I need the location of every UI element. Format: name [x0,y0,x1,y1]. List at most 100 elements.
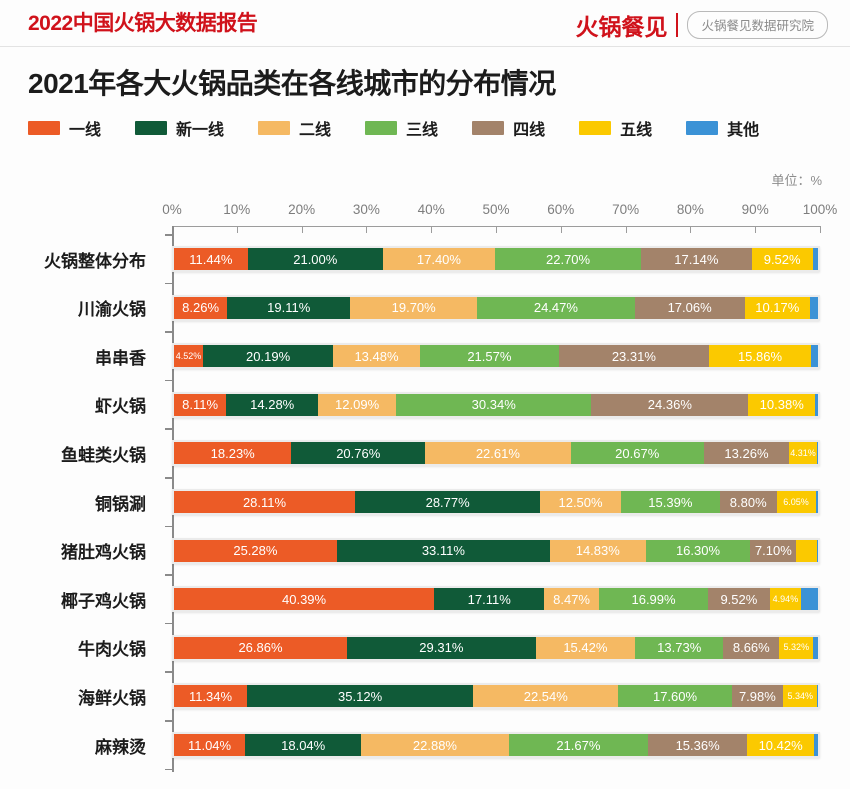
bar-segment-五线[interactable]: 4.31% [789,442,817,465]
bar-segment-一线[interactable]: 28.11% [174,491,356,513]
bar-segment-三线[interactable]: 13.73% [635,636,724,659]
bar-segment-五线[interactable]: 5.34% [783,685,818,708]
bar-segment-四线[interactable]: 17.14% [641,248,752,270]
bar-segment-一线[interactable]: 26.86% [174,636,347,659]
bar-segment-五线[interactable]: 10.38% [748,393,816,416]
bar-segment-新一线[interactable]: 28.77% [355,491,541,513]
bar-segment-四线[interactable]: 24.36% [591,393,749,416]
bar-segment-四线[interactable]: 15.36% [648,734,748,756]
bar-segment-其他[interactable] [811,345,818,368]
stacked-bar[interactable]: 11.34% 35.12% 22.54% 17.60% 7.98% 5.34% [174,685,818,708]
stacked-bar[interactable]: 8.11% 14.28% 12.09% 30.34% 24.36% 10.38% [174,393,818,416]
bar-segment-其他[interactable] [817,685,818,708]
bar-segment-二线[interactable]: 14.83% [550,539,646,562]
bar-segment-一线[interactable]: 25.28% [174,539,337,562]
bar-segment-其他[interactable] [815,491,818,513]
chart-row: 海鲜火锅 11.34% 35.12% 22.54% 17.60% 7.98% 5.34% [0,683,850,710]
legend-item-五线[interactable]: 五线 [579,116,652,140]
bar-segment-五线[interactable]: 5.32% [779,636,814,659]
bar-segment-一线[interactable]: 4.52% [174,345,204,368]
bar-segment-value: 13.48% [354,348,399,364]
stacked-bar[interactable]: 8.26% 19.11% 19.70% 24.47% 17.06% 10.17% [174,296,818,319]
bar-segment-新一线[interactable]: 17.11% [434,588,545,611]
bar-segment-其他[interactable] [816,442,818,465]
bar-segment-其他[interactable] [813,636,818,659]
bar-segment-二线[interactable]: 13.48% [333,345,420,368]
bar-segment-新一线[interactable]: 20.76% [291,442,426,465]
bar-segment-其他[interactable] [801,588,818,611]
bar-segment-value: 24.47% [533,300,578,316]
bar-segment-五线[interactable]: 6.05% [776,491,816,513]
stacked-bar[interactable]: 11.44% 21.00% 17.40% 22.70% 17.14% 9.52% [174,248,818,270]
bar-segment-三线[interactable]: 22.70% [494,248,642,270]
bar-segment-四线[interactable]: 8.66% [723,636,780,659]
bar-segment-新一线[interactable]: 19.11% [227,296,351,319]
bar-segment-二线[interactable]: 12.50% [540,491,621,513]
bar-segment-五线[interactable]: 10.42% [747,734,815,756]
stacked-bar[interactable]: 26.86% 29.31% 15.42% 13.73% 8.66% 5.32% [174,636,818,659]
bar-segment-新一线[interactable]: 29.31% [346,636,536,659]
bar-segment-其他[interactable] [815,393,818,416]
bar-segment-一线[interactable]: 8.11% [174,393,227,416]
bar-segment-一线[interactable]: 8.26% [174,296,228,319]
bar-segment-一线[interactable]: 11.04% [174,734,246,756]
bar-segment-一线[interactable]: 18.23% [174,442,292,465]
bar-segment-五线[interactable]: 10.17% [744,296,811,319]
bar-segment-三线[interactable]: 15.39% [620,491,720,513]
bar-track: 8.26% 19.11% 19.70% 24.47% 17.06% 10.17% [172,294,820,321]
bar-segment-二线[interactable]: 8.47% [544,588,599,611]
legend-item-二线[interactable]: 二线 [258,116,331,140]
bar-segment-二线[interactable]: 19.70% [350,296,478,319]
stacked-bar[interactable]: 28.11% 28.77% 12.50% 15.39% 8.80% 6.05% [174,491,818,513]
bar-segment-其他[interactable] [812,248,818,270]
bar-segment-二线[interactable]: 22.61% [425,442,571,465]
bar-segment-三线[interactable]: 30.34% [396,393,592,416]
bar-segment-新一线[interactable]: 33.11% [336,539,551,562]
legend-item-新一线[interactable]: 新一线 [135,116,224,140]
bar-segment-四线[interactable]: 9.52% [708,588,770,611]
bar-segment-五线[interactable]: 3.20% [796,539,817,562]
legend-item-四线[interactable]: 四线 [472,116,545,140]
bar-segment-一线[interactable]: 11.44% [174,248,248,270]
bar-segment-其他[interactable] [810,296,818,319]
row-category-label: 麻辣烫 [95,737,146,757]
bar-segment-四线[interactable]: 8.80% [719,491,777,513]
stacked-bar[interactable]: 40.39% 17.11% 8.47% 16.99% 9.52% 4.94% [174,588,818,611]
legend-item-三线[interactable]: 三线 [365,116,438,140]
bar-segment-新一线[interactable]: 18.04% [245,734,362,756]
bar-segment-四线[interactable]: 17.06% [634,296,745,319]
bar-segment-新一线[interactable]: 21.00% [247,248,383,270]
bar-segment-二线[interactable]: 22.88% [361,734,509,756]
bar-segment-三线[interactable]: 20.67% [570,442,704,465]
bar-segment-三线[interactable]: 24.47% [477,296,635,319]
bar-segment-三线[interactable]: 21.57% [419,345,559,368]
bar-segment-五线[interactable]: 15.86% [708,345,812,368]
bar-segment-二线[interactable]: 15.42% [535,636,636,659]
bar-segment-新一线[interactable]: 14.28% [226,393,319,416]
bar-segment-一线[interactable]: 11.34% [174,685,248,708]
bar-segment-四线[interactable]: 7.98% [731,685,784,708]
bar-segment-五线[interactable]: 9.52% [751,248,813,270]
bar-segment-四线[interactable]: 7.10% [750,539,797,562]
bar-segment-二线[interactable]: 17.40% [382,248,495,270]
bar-segment-新一线[interactable]: 35.12% [247,685,474,708]
stacked-bar[interactable]: 11.04% 18.04% 22.88% 21.67% 15.36% 10.42% [174,734,818,756]
bar-segment-二线[interactable]: 12.09% [318,393,397,416]
bar-segment-其他[interactable] [816,539,818,562]
legend-item-一线[interactable]: 一线 [28,116,101,140]
bar-segment-三线[interactable]: 16.99% [598,588,709,611]
bar-segment-四线[interactable]: 23.31% [558,345,709,368]
legend-item-其他[interactable]: 其他 [686,116,759,140]
bar-segment-二线[interactable]: 22.54% [473,685,619,708]
bar-segment-三线[interactable]: 21.67% [508,734,649,756]
stacked-bar[interactable]: 25.28% 33.11% 14.83% 16.30% 7.10%3.20% [174,539,818,562]
stacked-bar[interactable]: 4.52% 20.19% 13.48% 21.57% 23.31% 15.86% [174,345,818,368]
bar-segment-其他[interactable] [814,734,818,756]
stacked-bar[interactable]: 18.23% 20.76% 22.61% 20.67% 13.26% 4.31% [174,442,818,465]
bar-segment-五线[interactable]: 4.94% [769,588,802,611]
bar-segment-新一线[interactable]: 20.19% [203,345,334,368]
bar-segment-一线[interactable]: 40.39% [174,588,435,611]
bar-segment-四线[interactable]: 13.26% [703,442,790,465]
bar-segment-三线[interactable]: 16.30% [645,539,751,562]
bar-segment-三线[interactable]: 17.60% [618,685,732,708]
